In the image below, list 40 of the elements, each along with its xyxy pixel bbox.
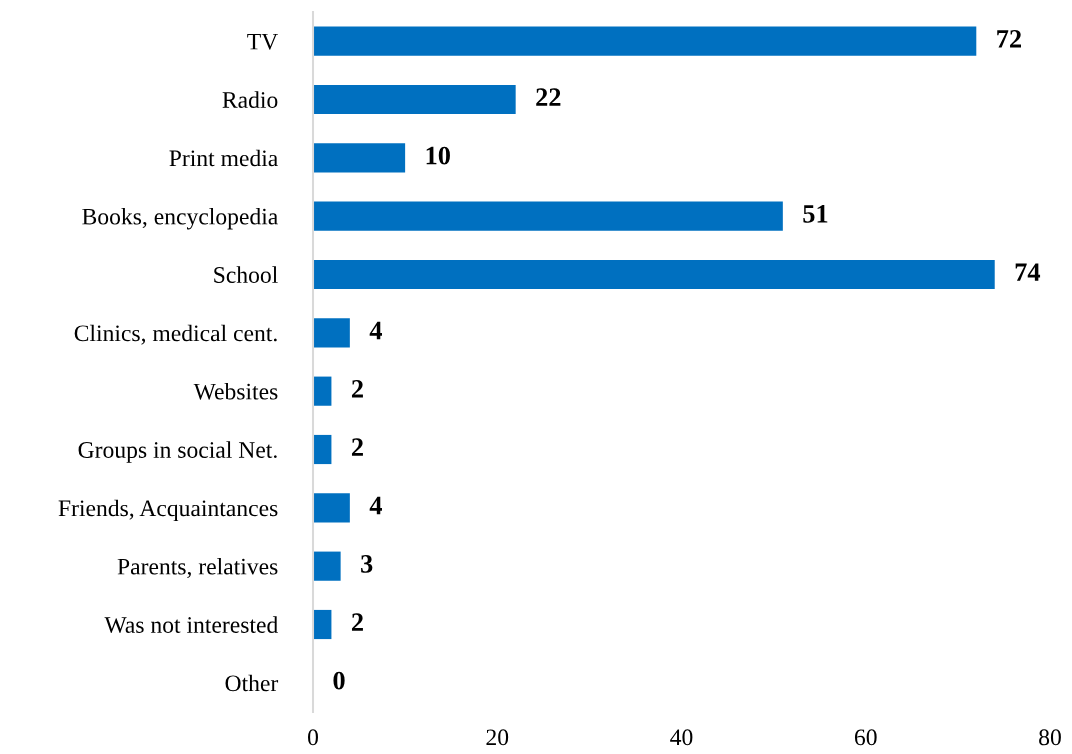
x-tick-label: 40: [670, 729, 693, 746]
y-tick-label: Radio: [222, 91, 278, 108]
x-tick-label: 20: [486, 729, 509, 746]
data-label: 74: [1015, 263, 1041, 281]
x-tick-label: 0: [308, 729, 318, 746]
bar: [313, 551, 341, 581]
bar: [313, 609, 332, 640]
bar: [313, 376, 332, 406]
y-tick-label: Books, encyclopedia: [82, 207, 278, 230]
x-tick-label: 60: [854, 729, 877, 746]
y-tick-label: School: [214, 266, 278, 283]
y-tick-label: Websites: [193, 382, 278, 400]
y-tick-label: Other: [225, 674, 279, 692]
data-label: 3: [361, 555, 373, 573]
data-label: 72: [997, 30, 1021, 48]
data-label: 0: [333, 671, 345, 690]
y-tick-label: Parents, relatives: [117, 557, 278, 578]
data-label: 2: [351, 380, 363, 398]
y-tick-label: Was not interested: [104, 616, 278, 634]
bar: [313, 434, 332, 465]
y-tick-label: Friends, Acquaintances: [58, 499, 278, 522]
data-label: 4: [369, 496, 382, 515]
data-label: 2: [351, 438, 363, 456]
data-label: 2: [351, 613, 363, 631]
y-tick-label: Print media: [169, 149, 278, 167]
bar: [313, 259, 995, 290]
data-label: 4: [369, 321, 382, 340]
y-tick-label: Groups in social Net.: [78, 441, 277, 463]
bar: [313, 201, 783, 231]
data-label: 51: [803, 205, 828, 223]
y-tick-label: TV: [247, 33, 279, 50]
bar: [313, 493, 350, 523]
bar: [313, 26, 977, 56]
data-label: 22: [536, 88, 561, 106]
bar: [313, 84, 516, 115]
bar: [313, 143, 406, 173]
bar: [313, 318, 350, 348]
x-tick-label: 80: [1039, 729, 1061, 746]
y-tick-label: Clinics, medical cent.: [74, 324, 277, 345]
data-label: 10: [426, 146, 450, 165]
